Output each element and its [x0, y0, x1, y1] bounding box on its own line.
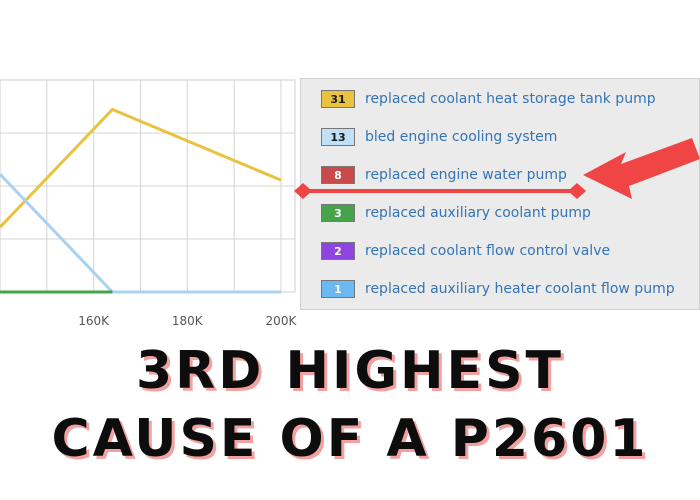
series-layer	[0, 107, 282, 294]
legend-item[interactable]: 13 bled engine cooling system	[321, 127, 557, 147]
legend-label[interactable]: replaced coolant heat storage tank pump	[365, 91, 656, 107]
legend-item[interactable]: 8 replaced engine water pump	[321, 165, 567, 185]
headline-line-1: 3RD HIGHEST	[135, 341, 564, 401]
legend-label[interactable]: replaced auxiliary coolant pump	[365, 205, 591, 221]
legend-label[interactable]: replaced coolant flow control valve	[365, 243, 611, 259]
legend-label[interactable]: replaced auxiliary heater coolant flow p…	[365, 281, 675, 297]
legend-count-badge: 8	[321, 166, 355, 184]
x-axis-ticks: 160K 180K 200K	[78, 314, 297, 328]
legend-count-badge: 31	[321, 90, 355, 108]
legend-item[interactable]: 3 replaced auxiliary coolant pump	[321, 203, 591, 223]
legend-count-badge: 3	[321, 204, 355, 222]
legend-item[interactable]: 31 replaced coolant heat storage tank pum…	[321, 89, 656, 109]
headline-line-2: CAUSE OF A P2601	[51, 409, 649, 469]
legend-count-badge: 2	[321, 242, 355, 260]
x-tick-label: 200K	[266, 314, 298, 328]
legend-count-badge: 1	[321, 280, 355, 298]
legend-panel: 31 replaced coolant heat storage tank pum…	[300, 78, 700, 310]
legend-label[interactable]: replaced engine water pump	[365, 167, 567, 183]
x-tick-label: 180K	[172, 314, 204, 328]
chart-area: 160K 180K 200K	[0, 79, 297, 328]
legend-count-badge: 13	[321, 128, 355, 146]
legend-item[interactable]: 2 replaced coolant flow control valve	[321, 241, 610, 261]
legend-label[interactable]: bled engine cooling system	[365, 129, 558, 145]
legend-item[interactable]: 1 replaced auxiliary heater coolant flow …	[321, 279, 675, 299]
series-line-1	[0, 107, 282, 229]
x-tick-label: 160K	[78, 314, 110, 328]
